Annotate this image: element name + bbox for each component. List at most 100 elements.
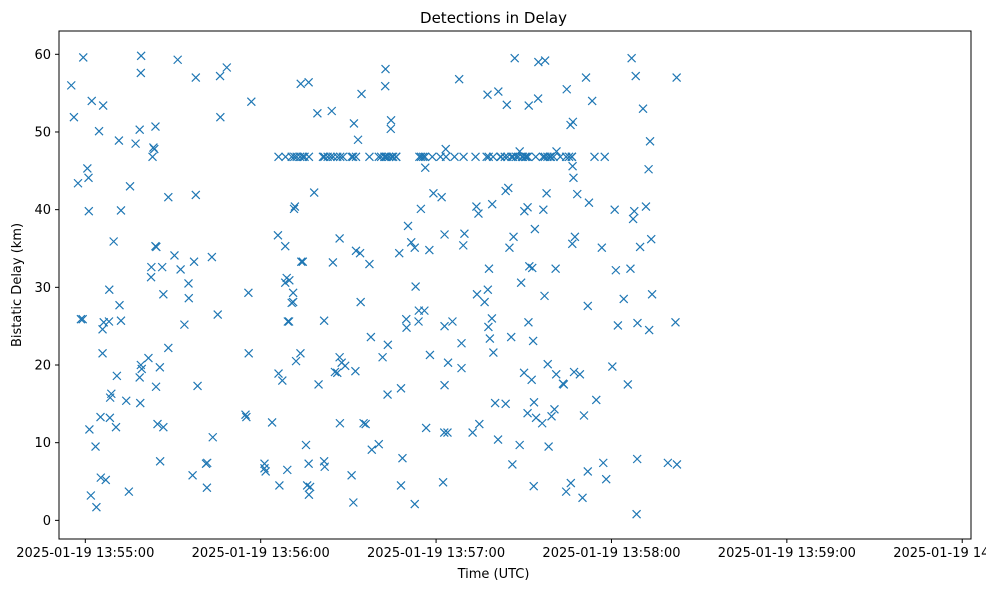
- data-point: [124, 487, 134, 497]
- data-point: [66, 80, 76, 90]
- data-point: [527, 263, 537, 273]
- data-point: [277, 376, 287, 385]
- data-point: [78, 314, 88, 324]
- data-point: [327, 106, 337, 116]
- data-point: [148, 152, 157, 162]
- data-point: [146, 272, 156, 282]
- data-point: [672, 73, 682, 83]
- data-point: [646, 234, 656, 244]
- data-point: [579, 411, 589, 420]
- data-point: [319, 316, 329, 326]
- data-point: [562, 84, 572, 94]
- data-point: [170, 251, 179, 260]
- data-point: [458, 240, 468, 250]
- data-point: [302, 480, 312, 490]
- data-point: [638, 104, 648, 114]
- data-point: [374, 439, 384, 449]
- data-point: [457, 363, 466, 373]
- data-point: [523, 152, 533, 162]
- data-point: [629, 206, 639, 216]
- data-point: [348, 498, 358, 507]
- data-point: [438, 477, 448, 487]
- data-point: [383, 390, 392, 399]
- data-point: [418, 152, 428, 162]
- data-point: [416, 204, 426, 214]
- data-point: [581, 73, 591, 83]
- data-point: [396, 480, 406, 490]
- data-point: [384, 152, 394, 162]
- data-point: [163, 343, 173, 353]
- data-point: [406, 237, 416, 247]
- data-point: [468, 428, 478, 438]
- data-point: [381, 64, 390, 74]
- data-point: [568, 117, 578, 127]
- y-tick-label: 20: [34, 359, 51, 374]
- data-point: [388, 152, 398, 162]
- data-point: [567, 152, 577, 162]
- data-point: [437, 192, 447, 202]
- data-point: [176, 265, 186, 274]
- data-point: [202, 458, 212, 468]
- data-point: [151, 122, 160, 131]
- x-axis-ticks: 2025-01-19 13:55:00 2025-01-19 13:56:00 20…: [16, 539, 986, 561]
- data-point: [328, 258, 338, 267]
- data-point: [135, 373, 145, 382]
- x-tick-label: 2025-01-19 14:00:00: [893, 546, 986, 561]
- data-point: [487, 199, 497, 209]
- data-point: [338, 152, 348, 162]
- data-point: [356, 297, 366, 307]
- data-point: [552, 146, 561, 156]
- data-point: [421, 423, 431, 433]
- data-point: [628, 214, 638, 224]
- data-point: [378, 352, 388, 362]
- data-point: [73, 178, 83, 188]
- data-point: [566, 478, 576, 488]
- data-point: [202, 483, 212, 493]
- data-point: [359, 418, 369, 428]
- data-point: [193, 381, 202, 391]
- data-points: [66, 51, 682, 519]
- data-point: [487, 313, 497, 323]
- x-tick-label: 2025-01-19 13:55:00: [16, 546, 154, 561]
- data-point: [613, 320, 623, 330]
- data-point: [425, 350, 435, 360]
- data-point: [540, 56, 550, 65]
- data-point: [335, 152, 345, 162]
- data-point: [261, 466, 271, 476]
- data-point: [551, 264, 561, 274]
- y-tick-label: 10: [34, 436, 51, 451]
- data-point: [314, 380, 323, 389]
- data-point: [222, 63, 232, 72]
- data-point: [115, 300, 124, 310]
- data-point: [112, 371, 122, 381]
- data-point: [136, 51, 146, 61]
- data-point: [243, 288, 253, 298]
- data-point: [647, 289, 657, 299]
- data-point: [414, 317, 423, 326]
- data-point: [290, 202, 300, 211]
- data-point: [398, 453, 407, 463]
- data-point: [98, 101, 108, 110]
- data-point: [366, 332, 376, 342]
- y-tick-label: 50: [34, 125, 51, 140]
- data-point: [273, 230, 283, 240]
- data-point: [157, 262, 167, 272]
- data-point: [213, 310, 223, 319]
- data-point: [590, 152, 599, 162]
- data-point: [480, 297, 490, 307]
- data-point: [386, 124, 396, 134]
- data-point: [626, 264, 635, 274]
- data-point: [98, 348, 107, 358]
- data-point: [411, 282, 421, 291]
- data-point: [440, 230, 449, 239]
- data-point: [544, 442, 554, 451]
- y-axis-ticks: 0 10 20 30 40 50 60: [34, 48, 59, 529]
- x-tick-label: 2025-01-19 13:57:00: [367, 546, 505, 561]
- data-point: [505, 243, 514, 253]
- data-point: [335, 233, 345, 243]
- data-point: [353, 135, 363, 145]
- data-point: [76, 314, 86, 324]
- data-point: [524, 261, 534, 271]
- data-point: [173, 55, 183, 65]
- data-point: [340, 361, 350, 371]
